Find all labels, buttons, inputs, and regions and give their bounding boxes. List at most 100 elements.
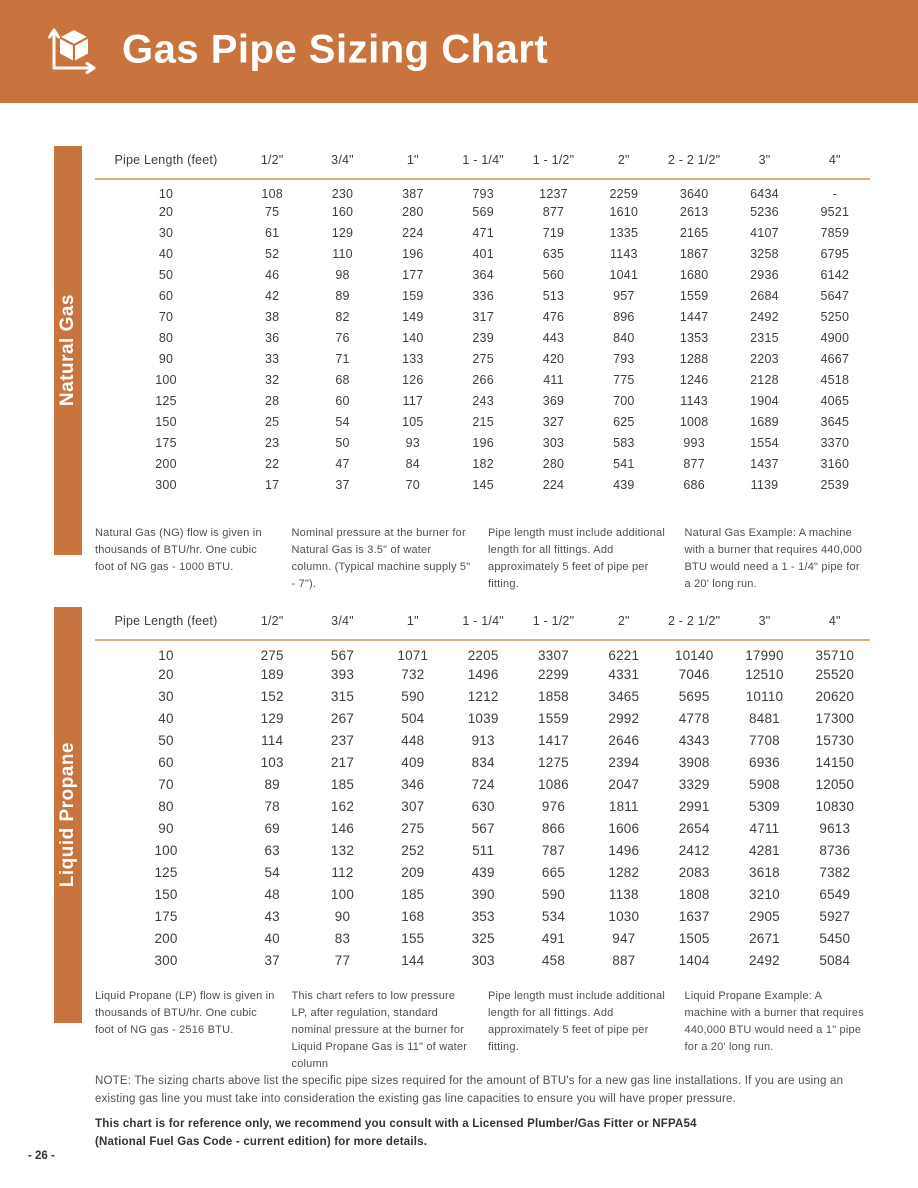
capacity-cell: 5695 <box>678 688 710 704</box>
capacity-cell: 71 <box>335 351 350 366</box>
capacity-cell: 1335 <box>609 225 639 240</box>
capacity-cell: 9613 <box>819 820 851 836</box>
pipe-length-cell: 200 <box>155 456 177 471</box>
capacity-cell: 448 <box>401 732 425 748</box>
capacity-cell: 387 <box>402 187 424 201</box>
page-title: Gas Pipe Sizing Chart <box>122 27 549 72</box>
footnote: Liquid Propane (LP) flow is given in tho… <box>95 990 275 1037</box>
capacity-cell: 20620 <box>815 688 855 704</box>
capacity-cell: 504 <box>401 710 425 726</box>
capacity-cell: 1353 <box>679 330 709 345</box>
capacity-cell: 1606 <box>608 820 640 836</box>
capacity-cell: 46 <box>265 267 280 282</box>
capacity-cell: 168 <box>401 908 425 924</box>
capacity-cell: 2646 <box>608 732 640 748</box>
table-row: 80 78 162 307 630 976 1811 2991 5309 10830 <box>95 795 870 817</box>
capacity-cell: 160 <box>331 204 354 219</box>
capacity-cell: 1554 <box>750 435 779 450</box>
capacity-cell: 108 <box>261 187 283 201</box>
cube-dimensions-icon <box>48 28 96 74</box>
capacity-cell: 3329 <box>678 776 710 792</box>
capacity-cell: 23 <box>265 435 280 450</box>
pipe-length-cell: 10 <box>158 648 174 663</box>
capacity-cell: 5236 <box>750 204 779 219</box>
table-row: 50 114 237 448 913 1417 2646 4343 7708 15730 <box>95 729 870 751</box>
capacity-cell: 4281 <box>749 842 780 858</box>
capacity-cell: 6142 <box>820 267 850 282</box>
capacity-cell: 1041 <box>609 267 639 282</box>
capacity-cell: 4900 <box>820 330 850 345</box>
column-header: 2" <box>588 146 659 180</box>
capacity-cell: 48 <box>264 886 280 902</box>
capacity-cell: 103 <box>260 754 284 770</box>
table-row: 60 103 217 409 834 1275 2394 3908 6936 14150 <box>95 751 870 773</box>
capacity-cell: 957 <box>613 288 635 303</box>
capacity-cell: 327 <box>542 414 565 429</box>
capacity-cell: 93 <box>405 435 420 450</box>
capacity-cell: 1904 <box>750 393 779 408</box>
column-header: 4" <box>799 146 870 180</box>
capacity-cell: 3908 <box>678 754 710 770</box>
capacity-cell: 1808 <box>678 886 710 902</box>
capacity-cell: 3618 <box>749 864 780 880</box>
capacity-cell: 1039 <box>467 710 499 726</box>
capacity-cell: 224 <box>402 225 424 240</box>
capacity-cell: 2165 <box>679 225 709 240</box>
capacity-cell: 267 <box>330 710 355 726</box>
capacity-cell: 32 <box>265 372 280 387</box>
capacity-cell: 1637 <box>678 908 710 924</box>
footnote: Pipe length must include additional leng… <box>488 990 666 1054</box>
capacity-cell: 390 <box>471 886 495 902</box>
capacity-cell: 12050 <box>815 776 855 792</box>
capacity-cell: 325 <box>471 930 495 946</box>
capacity-cell: 866 <box>541 820 566 836</box>
capacity-cell: 25520 <box>815 666 855 682</box>
natural-gas-footnotes: Natural Gas (NG) flow is given in thousa… <box>95 525 865 593</box>
capacity-cell: 4518 <box>820 372 850 387</box>
capacity-cell: 68 <box>335 372 350 387</box>
capacity-cell: 317 <box>472 309 494 324</box>
column-header: 3/4" <box>307 607 378 641</box>
pipe-length-cell: 30 <box>158 688 174 704</box>
capacity-cell: 1212 <box>467 688 499 704</box>
natural-gas-section-label: Natural Gas <box>57 294 78 407</box>
table-row: 200 22 47 84 182 280 541 877 1437 3160 <box>95 453 870 474</box>
capacity-cell: 5927 <box>819 908 851 924</box>
capacity-cell: 1867 <box>679 246 709 261</box>
capacity-cell: 63 <box>264 842 280 858</box>
capacity-cell: 4778 <box>678 710 710 726</box>
capacity-cell: 2539 <box>820 477 850 492</box>
table-row: 100 63 132 252 511 787 1496 2412 4281 8736 <box>95 839 870 861</box>
table-row: 90 69 146 275 567 866 1606 2654 4711 9613 <box>95 817 870 839</box>
capacity-cell: 146 <box>330 820 355 836</box>
capacity-cell: 3210 <box>749 886 780 902</box>
capacity-cell: 145 <box>472 477 494 492</box>
capacity-cell: 8481 <box>749 710 780 726</box>
capacity-cell: 1071 <box>397 648 429 663</box>
capacity-cell: 50 <box>335 435 350 450</box>
natural-gas-section-bar: Natural Gas <box>54 146 82 555</box>
footnote: Pipe length must include additional leng… <box>488 527 666 591</box>
pipe-length-cell: 60 <box>158 754 174 770</box>
column-header: 3" <box>729 146 800 180</box>
column-header: 1" <box>377 607 448 641</box>
table-row: 175 23 50 93 196 303 583 993 1554 3370 <box>95 432 870 453</box>
capacity-cell: 149 <box>402 309 424 324</box>
pipe-length-cell: 175 <box>154 908 178 924</box>
column-header: Pipe Length (feet) <box>95 146 237 180</box>
capacity-cell: 152 <box>260 688 284 704</box>
column-header: 3/4" <box>307 146 378 180</box>
capacity-cell: 9521 <box>820 204 850 219</box>
capacity-cell: 439 <box>471 864 495 880</box>
pipe-length-cell: 200 <box>154 930 178 946</box>
capacity-cell: 54 <box>335 414 350 429</box>
capacity-cell: 4343 <box>678 732 710 748</box>
table-row: 90 33 71 133 275 420 793 1288 2203 4667 <box>95 348 870 369</box>
capacity-cell: 76 <box>335 330 350 345</box>
capacity-cell: 89 <box>335 288 350 303</box>
capacity-cell: 36 <box>265 330 280 345</box>
capacity-cell: 61 <box>265 225 280 240</box>
capacity-cell: 420 <box>542 351 565 366</box>
capacity-cell: 7859 <box>820 225 850 240</box>
capacity-cell: 1237 <box>539 187 568 201</box>
